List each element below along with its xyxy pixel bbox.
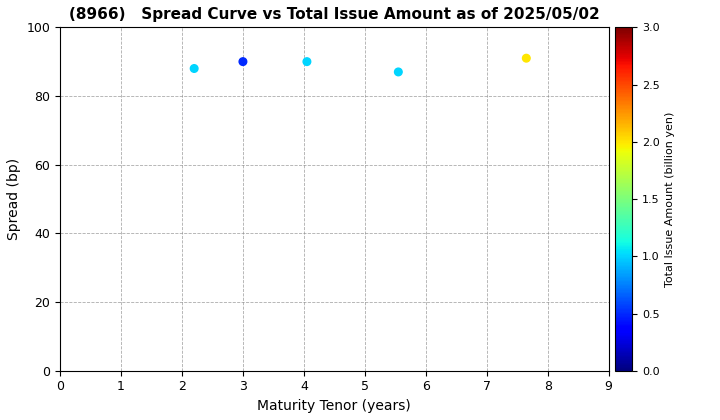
Point (237, 58, 248, 65)
Y-axis label: Spread (bp): Spread (bp) (7, 158, 21, 240)
Y-axis label: Total Issue Amount (billion yen): Total Issue Amount (billion yen) (665, 111, 675, 287)
Point (189, 65, 200, 72)
Point (392, 68, 404, 75)
Point (521, 55, 532, 62)
X-axis label: Maturity Tenor (years): Maturity Tenor (years) (258, 399, 411, 413)
Title: (8966)   Spread Curve vs Total Issue Amount as of 2025/05/02: (8966) Spread Curve vs Total Issue Amoun… (69, 7, 600, 22)
Point (301, 58, 312, 65)
